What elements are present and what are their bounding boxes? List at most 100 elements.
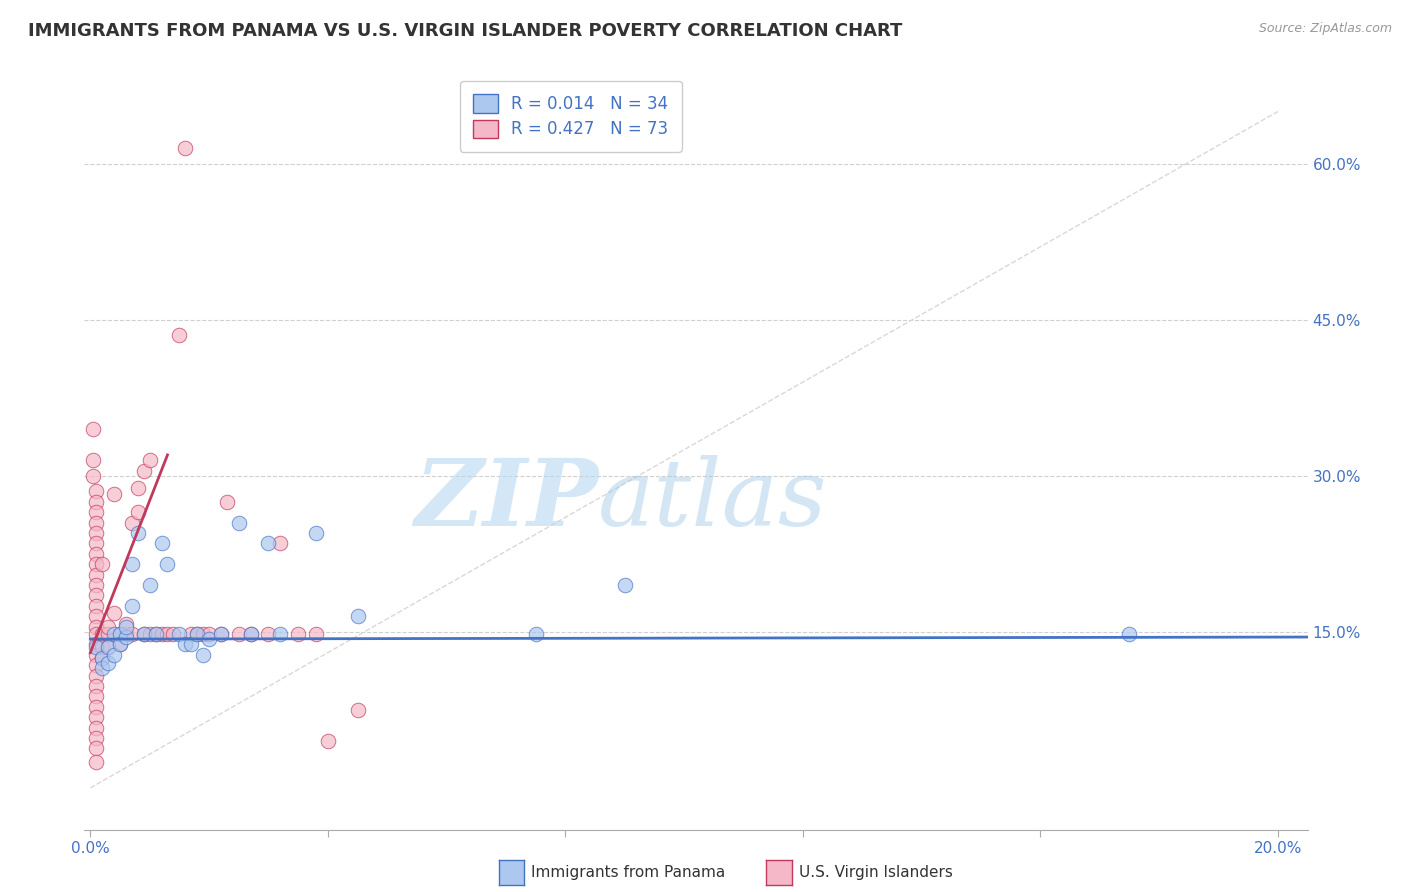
Text: Immigrants from Panama: Immigrants from Panama (531, 865, 725, 880)
Point (84, 668, 107, 682)
Point (215, 494, 238, 508)
Point (121, 516, 143, 530)
Point (84, 620, 107, 634)
Point (127, 505, 149, 519)
Point (84, 599, 107, 613)
Point (84, 589, 107, 603)
Point (84, 516, 107, 530)
Point (269, 536, 291, 550)
Point (228, 627, 250, 641)
Point (84, 526, 107, 541)
Point (169, 328, 191, 343)
Point (162, 627, 184, 641)
Point (138, 453, 160, 467)
Text: U.S. Virgin Islanders: U.S. Virgin Islanders (799, 865, 952, 880)
Point (524, 627, 547, 641)
Point (121, 557, 143, 572)
Point (169, 627, 191, 641)
Point (84, 484, 107, 499)
Text: ZIP: ZIP (413, 455, 598, 545)
Point (209, 627, 232, 641)
Point (174, 637, 197, 651)
Point (103, 627, 125, 641)
Point (316, 734, 339, 748)
Point (346, 703, 368, 717)
Point (82, 468, 104, 483)
Point (108, 637, 131, 651)
Point (84, 710, 107, 724)
Point (97, 656, 120, 670)
Point (145, 627, 167, 641)
Point (84, 755, 107, 769)
Point (97, 620, 120, 634)
Point (156, 627, 179, 641)
Point (84, 609, 107, 624)
Point (121, 599, 143, 613)
Point (287, 627, 309, 641)
Point (191, 627, 214, 641)
Point (84, 690, 107, 704)
Point (84, 658, 107, 673)
Point (103, 648, 125, 662)
Point (180, 627, 202, 641)
Point (84, 536, 107, 550)
Point (121, 627, 143, 641)
Point (108, 637, 131, 651)
Point (82, 453, 104, 467)
Point (103, 606, 125, 620)
Text: IMMIGRANTS FROM PANAMA VS U.S. VIRGIN ISLANDER POVERTY CORRELATION CHART: IMMIGRANTS FROM PANAMA VS U.S. VIRGIN IS… (28, 22, 903, 40)
Point (305, 526, 328, 541)
Legend: R = 0.014   N = 34, R = 0.427   N = 73: R = 0.014 N = 34, R = 0.427 N = 73 (460, 81, 682, 152)
Point (198, 632, 221, 647)
Point (84, 699, 107, 714)
Point (115, 630, 138, 644)
Point (174, 141, 197, 155)
Point (180, 637, 202, 651)
Point (150, 536, 173, 550)
Point (186, 627, 208, 641)
Point (132, 627, 155, 641)
Point (91, 651, 114, 665)
Point (84, 731, 107, 745)
Point (84, 640, 107, 655)
Point (346, 609, 368, 624)
Point (138, 627, 160, 641)
Point (84, 721, 107, 735)
Point (84, 627, 107, 641)
Point (84, 679, 107, 693)
Point (1118, 627, 1140, 641)
Point (127, 526, 149, 541)
Point (91, 640, 114, 655)
Point (156, 557, 179, 572)
Point (209, 627, 232, 641)
Text: atlas: atlas (598, 455, 828, 545)
Point (91, 661, 114, 675)
Point (84, 505, 107, 519)
Point (613, 578, 636, 592)
Point (305, 627, 328, 641)
Point (239, 627, 262, 641)
Point (91, 557, 114, 572)
Point (84, 741, 107, 756)
Point (84, 637, 107, 651)
Point (198, 627, 221, 641)
Point (97, 640, 120, 655)
Point (257, 536, 280, 550)
Point (191, 648, 214, 662)
Point (127, 481, 149, 495)
Point (82, 422, 104, 436)
Point (103, 487, 125, 501)
Point (84, 567, 107, 582)
Text: Source: ZipAtlas.com: Source: ZipAtlas.com (1258, 22, 1392, 36)
Point (228, 516, 250, 530)
Point (84, 494, 107, 508)
Point (269, 627, 291, 641)
Point (84, 557, 107, 572)
Point (91, 651, 114, 665)
Point (84, 547, 107, 561)
Point (239, 627, 262, 641)
Point (97, 627, 120, 641)
Point (108, 627, 131, 641)
Point (84, 578, 107, 592)
Point (97, 640, 120, 655)
